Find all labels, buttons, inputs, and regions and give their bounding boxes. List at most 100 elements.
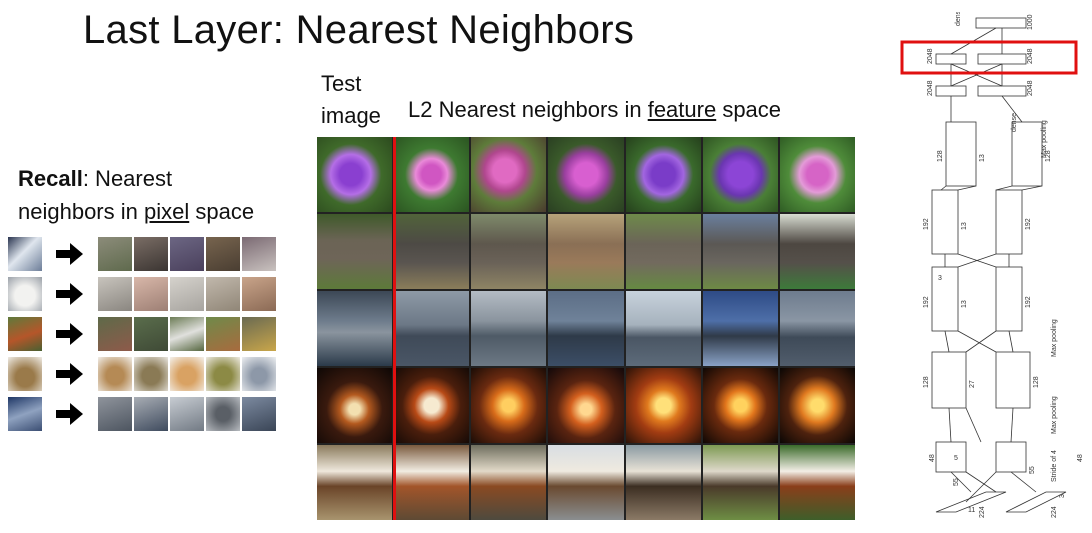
grid-image-dog (625, 445, 701, 520)
svg-text:13: 13 (961, 222, 968, 230)
svg-text:Max pooling: Max pooling (1051, 396, 1058, 434)
neighbor-thumbnail (206, 277, 240, 311)
svg-text:48: 48 (1077, 454, 1084, 462)
conv-layer-192 (931, 189, 959, 255)
neighbor-thumbnail (206, 317, 240, 351)
neighbor-thumbnail (242, 357, 276, 391)
neighbor-thumbnail (134, 357, 168, 391)
pixel-row (8, 397, 278, 431)
arrow-right-icon (56, 323, 83, 345)
query-thumbnail (8, 317, 42, 351)
svg-text:192: 192 (1025, 296, 1032, 308)
grid-image-flower (317, 137, 393, 212)
neighbor-thumbnail (134, 277, 168, 311)
grid-image-pumpkin (702, 368, 778, 443)
svg-text:3: 3 (1059, 494, 1066, 498)
svg-text:11: 11 (968, 507, 975, 514)
network-architecture-diagram: dense 1000 2048 2048 2048 2048 dense Max… (900, 12, 1084, 518)
svg-text:1000: 1000 (1027, 14, 1034, 30)
dense-layer-2048 (935, 85, 967, 97)
neighbor-thumbnail (170, 397, 204, 431)
grid-image-dog (779, 445, 855, 520)
svg-text:224: 224 (979, 506, 986, 518)
neighbor-thumbnail (206, 357, 240, 391)
grid-image-ship (779, 291, 855, 366)
last-layer-highlight-box (900, 40, 1078, 75)
grid-image-elephant (471, 214, 547, 289)
slide-title: Last Layer: Nearest Neighbors (83, 8, 635, 52)
conv-layer-128 (995, 351, 1031, 409)
feature-space-label: L2 Nearest neighbors in feature space (408, 97, 782, 122)
grid-image-dog (548, 445, 624, 520)
query-thumbnail (8, 277, 42, 311)
grid-image-ship (548, 291, 624, 366)
svg-text:55: 55 (953, 478, 960, 486)
svg-text:48: 48 (929, 454, 936, 462)
neighbor-thumbnail (170, 357, 204, 391)
grid-image-elephant (548, 214, 624, 289)
svg-text:2048: 2048 (1027, 48, 1034, 64)
grid-image-ship (625, 291, 701, 366)
neighbor-thumbnail (170, 237, 204, 271)
svg-text:128: 128 (923, 376, 930, 388)
conv-layer-48 (935, 441, 967, 473)
feature-neighbors-grid (317, 137, 855, 520)
grid-image-dog (471, 445, 547, 520)
svg-text:192: 192 (1025, 218, 1032, 230)
input-image (1005, 491, 1067, 513)
arrow-right-icon (56, 243, 83, 265)
pixel-row (8, 357, 278, 391)
grid-image-ship (317, 291, 393, 366)
grid-image-dog (702, 445, 778, 520)
conv-layer-128 (945, 121, 977, 187)
svg-text:55: 55 (1029, 466, 1036, 474)
arrow-right-icon (56, 283, 83, 305)
pixel-word: pixel (143, 199, 190, 224)
grid-image-ship (394, 291, 470, 366)
conv-layer-128 (1011, 121, 1043, 187)
arrow-right-icon (56, 403, 83, 425)
recall-bold: Recall (18, 166, 83, 191)
svg-text:13: 13 (979, 154, 986, 162)
grid-image-pumpkin (548, 368, 624, 443)
svg-text:224: 224 (1051, 506, 1058, 518)
grid-image-elephant (625, 214, 701, 289)
pixel-row (8, 237, 278, 271)
neighbor-thumbnail (98, 277, 132, 311)
feature-word: feature (647, 97, 717, 122)
query-thumbnail (8, 357, 42, 391)
svg-text:2048: 2048 (927, 48, 934, 64)
neighbor-thumbnail (170, 317, 204, 351)
grid-image-elephant (317, 214, 393, 289)
conv-layer-192 (995, 266, 1023, 332)
grid-image-elephant (702, 214, 778, 289)
test-column-separator (393, 137, 396, 520)
pixel-row (8, 317, 278, 351)
grid-image-ship (702, 291, 778, 366)
grid-image-dog (394, 445, 470, 520)
svg-text:3: 3 (938, 275, 942, 282)
svg-text:2048: 2048 (1027, 80, 1034, 96)
neighbor-thumbnail (134, 237, 168, 271)
svg-text:2048: 2048 (927, 80, 934, 96)
dense-layer-1000 (975, 17, 1027, 29)
svg-text:dense: dense (1011, 113, 1018, 132)
svg-text:192: 192 (923, 218, 930, 230)
svg-text:27: 27 (969, 380, 976, 388)
test-image-label: Test image (321, 71, 381, 128)
grid-image-elephant (394, 214, 470, 289)
recall-text: Recall: Nearest neighbors in pixel space (18, 166, 255, 224)
conv-layer-192 (995, 189, 1023, 255)
neighbor-thumbnail (242, 317, 276, 351)
grid-image-elephant (779, 214, 855, 289)
svg-text:Stride of 4: Stride of 4 (1051, 450, 1058, 482)
grid-image-ship (471, 291, 547, 366)
conv-layer-48 (995, 441, 1027, 473)
svg-text:5: 5 (954, 455, 958, 462)
neighbor-thumbnail (98, 397, 132, 431)
grid-image-pumpkin (625, 368, 701, 443)
arrow-right-icon (56, 363, 83, 385)
dense-layer-2048 (977, 53, 1027, 65)
neighbor-thumbnail (206, 397, 240, 431)
dense-layer-2048 (977, 85, 1027, 97)
